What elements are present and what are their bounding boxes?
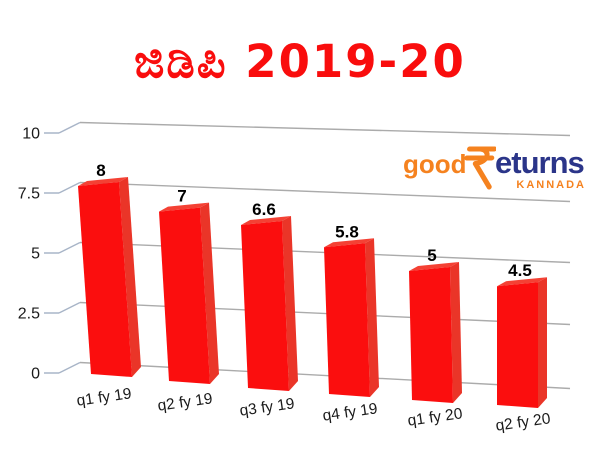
- x-axis-label-q3-fy-19: q3 fy 19: [239, 395, 296, 420]
- bar-front-face: [241, 220, 289, 391]
- goodreturns-logo: good eturns KANNADA: [398, 144, 588, 192]
- bar-front-face: [78, 182, 132, 377]
- bar-value-label: 6.6: [252, 200, 276, 219]
- y-axis-label: 10: [22, 126, 40, 143]
- bar-q2-fy-20: [497, 277, 547, 408]
- bar-top-face: [324, 238, 374, 248]
- gridline-7.5: 7.5: [18, 181, 571, 203]
- gridline-0: 0: [31, 361, 571, 390]
- bar-front-face: [324, 243, 370, 397]
- bar-side-face: [119, 177, 141, 377]
- bar-side-face: [538, 277, 547, 408]
- y-axis-label: 7.5: [18, 186, 40, 203]
- bar-value-label: 7: [177, 187, 186, 206]
- bar-side-face: [450, 262, 462, 403]
- logo-eturns-text: eturns: [495, 145, 585, 180]
- x-axis-label-q2-fy-19: q2 fy 19: [157, 390, 214, 415]
- bar-q1-fy-19: [78, 177, 141, 377]
- bar-front-face: [409, 267, 453, 403]
- x-axis-label-q1-fy-20: q1 fy 20: [407, 405, 464, 430]
- bar-value-label: 8: [96, 161, 105, 180]
- bar-top-face: [159, 202, 209, 212]
- bar-value-label: 5.8: [335, 222, 359, 241]
- chart-title: ಜಿಡಿಪಿ 2019-20: [134, 35, 466, 88]
- gridline-2.5: 2.5: [18, 301, 571, 326]
- bar-front-face: [497, 282, 538, 408]
- bar-side-face: [282, 215, 298, 391]
- y-axis-label: 2.5: [18, 306, 40, 323]
- bar-value-label: 5: [427, 246, 436, 265]
- bar-q4-fy-19: [324, 238, 379, 397]
- x-axis-label-q4-fy-19: q4 fy 19: [322, 400, 379, 425]
- x-axis-label-q2-fy-20: q2 fy 20: [495, 410, 552, 435]
- bar-front-face: [159, 207, 210, 384]
- bar-q2-fy-19: [159, 202, 219, 384]
- bar-top-face: [409, 262, 459, 271]
- bar-top-face: [497, 277, 547, 287]
- bar-side-face: [200, 202, 219, 384]
- logo-kannada-text: KANNADA: [516, 179, 586, 191]
- bar-q3-fy-19: [241, 215, 298, 391]
- logo-good-text: good: [403, 149, 467, 179]
- bar-side-face: [365, 238, 379, 397]
- bar-q1-fy-20: [409, 262, 462, 403]
- y-axis-label: 5: [31, 246, 40, 263]
- gridline-10: 10: [22, 121, 571, 143]
- rupee-icon: [464, 146, 496, 190]
- x-axis-label-q1-fy-19: q1 fy 19: [76, 385, 133, 410]
- bar-top-face: [78, 177, 128, 186]
- bar-value-label: 4.5: [508, 261, 532, 280]
- y-axis-label: 0: [31, 366, 40, 383]
- bar-top-face: [241, 215, 291, 225]
